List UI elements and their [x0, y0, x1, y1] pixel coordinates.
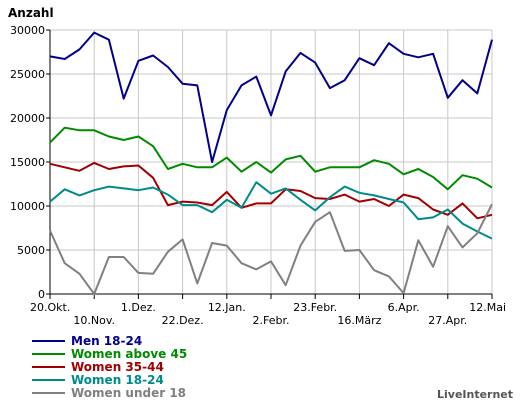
y-tick-label: 25000 [10, 68, 45, 81]
y-axis-label: Anzahl [8, 6, 54, 20]
series-line-women-35-44 [49, 161, 493, 220]
y-tick-label: 30000 [10, 24, 45, 37]
series-line-women-above-45 [49, 126, 493, 191]
legend-label-men-18-24: Men 18-24 [71, 334, 142, 348]
series-line-women-under-18 [49, 203, 493, 295]
x-tick-label: 10.Nov. [73, 314, 115, 327]
x-tick-label: 23.Febr. [293, 301, 337, 314]
legend-label-women-35-44: Women 35-44 [71, 360, 164, 374]
liveinternet-watermark: LiveInternet [437, 388, 513, 401]
series-line-men-18-24 [49, 31, 493, 163]
y-tick-label: 0 [38, 288, 45, 301]
x-tick-label: 1.Dez. [121, 301, 156, 314]
x-tick-label: 27.Apr. [428, 314, 467, 327]
legend-label-women-18-24: Women 18-24 [71, 373, 164, 387]
legend-label-women-above-45: Women above 45 [71, 347, 187, 361]
x-tick-label: 2.Febr. [253, 314, 290, 327]
y-tick-label: 15000 [10, 156, 45, 169]
x-tick-label: 6.Apr. [388, 301, 420, 314]
x-tick-label: 20.Okt. [30, 301, 70, 314]
y-tick-label: 5000 [17, 244, 45, 257]
legend-label-women-under-18: Women under 18 [71, 386, 186, 400]
y-tick-label: 20000 [10, 112, 45, 125]
x-tick-label: 22.Dez. [162, 314, 204, 327]
plot-area: 0 5000 10000 15000 20000 25000 30000 20.Okt.10.… [10, 24, 506, 327]
x-tick-label: 12.Jan. [208, 301, 246, 314]
x-tick-label: 12.Mai [469, 301, 506, 314]
y-tick-label: 10000 [10, 200, 45, 213]
series-line-women-18-24 [49, 181, 493, 240]
x-tick-label: 16.März [337, 314, 381, 327]
